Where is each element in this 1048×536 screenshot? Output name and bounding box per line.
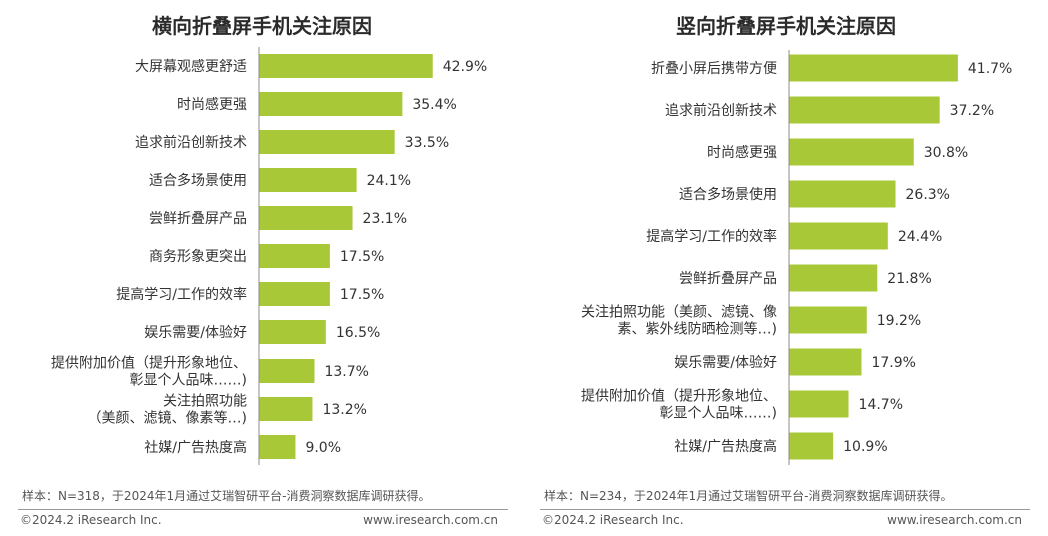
category-label: 时尚感更强 [707, 144, 777, 161]
bar [259, 244, 330, 268]
value-label: 23.1% [363, 211, 407, 227]
value-label: 14.7% [859, 397, 903, 413]
bar [789, 180, 896, 208]
bar [259, 282, 330, 306]
value-label: 16.5% [336, 325, 380, 341]
bar [789, 306, 867, 334]
bar [259, 130, 395, 154]
category-label: （美颜、滤镜、像素等…) [88, 410, 247, 427]
value-label: 24.4% [898, 229, 942, 245]
bar [789, 390, 849, 418]
bar [259, 320, 326, 344]
value-label: 9.0% [305, 440, 341, 456]
category-label: 彰显个人品味……) [130, 372, 247, 389]
category-label: 适合多场景使用 [149, 172, 247, 189]
category-label: 素、紫外线防晒检测等…) [618, 321, 777, 338]
value-label: 30.8% [924, 145, 968, 161]
sample-note: 样本：N=318，于2024年1月通过艾瑞智研平台-消费洞察数据库调研获得。 [22, 489, 431, 503]
category-label: 关注拍照功能 [163, 394, 247, 410]
footer-divider [540, 509, 1030, 510]
bar [259, 206, 353, 230]
bar [789, 432, 834, 460]
footer-divider [18, 509, 508, 510]
chart-title: 横向折叠屏手机关注原因 [152, 14, 372, 38]
category-label: 追求前沿创新技术 [135, 134, 247, 151]
category-label: 商务形象更突出 [149, 249, 247, 265]
chart-panel-vertical: 竖向折叠屏手机关注原因 41.7% 折叠小屏后携带方便 37.2% 追求前沿创新技术 3… [524, 0, 1048, 536]
bar [789, 222, 888, 250]
category-label: 娱乐需要/体验好 [144, 325, 247, 341]
sample-note: 样本：N=234，于2024年1月通过艾瑞智研平台-消费洞察数据库调研获得。 [544, 489, 953, 503]
bar [259, 435, 296, 459]
category-label: 彰显个人品味……) [660, 405, 777, 422]
bar [259, 359, 315, 383]
value-label: 13.7% [324, 364, 368, 380]
value-label: 35.4% [412, 97, 456, 113]
category-label: 追求前沿创新技术 [665, 102, 777, 119]
value-label: 17.9% [871, 355, 915, 371]
chart-panel-horizontal: 横向折叠屏手机关注原因 42.9% 大屏幕观感更舒适 35.4% 时尚感更强 33.5%… [18, 14, 508, 527]
bar-chart-horizontal: 42.9% 大屏幕观感更舒适 35.4% 时尚感更强 33.5% 追求前沿创新技术 24.1… [51, 47, 487, 465]
category-label: 提高学习/工作的效率 [116, 286, 247, 303]
bar [259, 92, 403, 116]
value-label: 13.2% [322, 402, 366, 418]
value-label: 33.5% [405, 135, 449, 151]
bar [789, 264, 878, 292]
category-label: 尝鲜折叠屏产品 [679, 271, 777, 287]
chart-title: 竖向折叠屏手机关注原因 [676, 14, 896, 38]
copyright-text: ©2024.2 iResearch Inc. [20, 513, 162, 527]
value-label: 17.5% [340, 249, 384, 265]
bar [789, 96, 940, 124]
category-label: 社媒/广告热度高 [144, 439, 247, 456]
value-label: 37.2% [950, 103, 994, 119]
category-label: 提高学习/工作的效率 [646, 228, 777, 245]
copyright-text: ©2024.2 iResearch Inc. [542, 513, 684, 527]
website-link[interactable]: www.iresearch.com.cn [887, 513, 1022, 527]
value-label: 42.9% [443, 59, 487, 75]
bar [789, 138, 914, 166]
bar [259, 397, 313, 421]
value-label: 21.8% [887, 271, 931, 287]
value-label: 24.1% [367, 173, 411, 189]
value-label: 10.9% [843, 439, 887, 455]
value-label: 19.2% [877, 313, 921, 329]
category-label: 提供附加价值（提升形象地位、 [51, 356, 247, 372]
value-label: 17.5% [340, 287, 384, 303]
bar [789, 54, 958, 82]
category-label: 大屏幕观感更舒适 [135, 58, 247, 75]
category-label: 社媒/广告热度高 [674, 438, 777, 455]
bar [789, 348, 862, 376]
bar [259, 168, 357, 192]
website-link[interactable]: www.iresearch.com.cn [363, 513, 498, 527]
bar [259, 54, 433, 78]
category-label: 关注拍照功能（美颜、滤镜、像 [581, 305, 777, 321]
category-label: 娱乐需要/体验好 [674, 355, 777, 371]
category-label: 折叠小屏后携带方便 [651, 61, 777, 77]
value-label: 41.7% [968, 61, 1012, 77]
category-label: 时尚感更强 [177, 96, 247, 113]
value-label: 26.3% [906, 187, 950, 203]
category-label: 适合多场景使用 [679, 186, 777, 203]
category-label: 尝鲜折叠屏产品 [149, 211, 247, 227]
bar-chart-vertical: 41.7% 折叠小屏后携带方便 37.2% 追求前沿创新技术 30.8% 时尚感更强 26.… [581, 50, 1012, 465]
category-label: 提供附加价值（提升形象地位、 [581, 389, 777, 405]
